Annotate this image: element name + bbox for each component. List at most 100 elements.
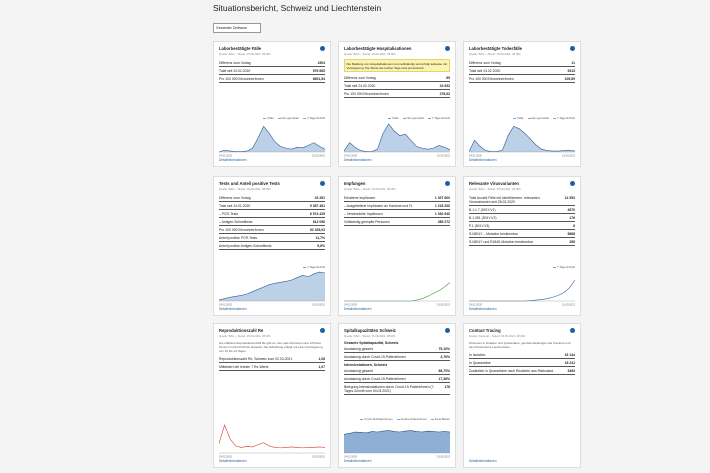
metric-label: Auslastung gesamt <box>344 368 373 373</box>
metric-label: Total seit 24.02.2020 <box>344 83 376 88</box>
card-source: Quelle: BAG – Stand: 15.09.2021, 08.00h <box>344 187 396 191</box>
metric-row: Anteil positive Antigen-Schnelltests 5,8% <box>219 242 325 250</box>
metric-label: Pro 100 000 Einwohner/innen <box>219 76 264 81</box>
metric-row: Pro 100 000 Einwohner/innen 6601,54 <box>219 75 325 83</box>
axis-start: 24.02.2020 <box>469 303 483 307</box>
metric-label: Pro 100 000 Einwohner/innen <box>344 91 389 96</box>
metric-value: 11 <box>571 60 575 65</box>
metric-label: Total Anzahl Fälle mit identifizierten, … <box>469 195 540 204</box>
metric-value: 1 307 600 <box>434 195 450 200</box>
card-title: Contact Tracing <box>469 328 501 333</box>
axis-start: 24.02.2020 <box>219 455 233 459</box>
metric-value: 1 218 200 <box>434 203 450 208</box>
sparkline-line <box>219 125 325 153</box>
metric-value: 176 <box>569 215 575 220</box>
metric-row: Erhaltene Impfdosen 1 307 600 <box>344 194 450 202</box>
axis-end: 15.09.2021 <box>437 154 450 158</box>
metric-value: 9 387 481 <box>309 203 325 208</box>
metric-label: Zusätzlich in Quarantäne nach Rückkehr a… <box>469 368 554 373</box>
metric-row: S:N501Y und E484K-Mutation bestimmbar 285 <box>469 238 575 246</box>
axis-start: 24.02.2020 <box>219 154 233 158</box>
metric-value: 178 <box>444 384 450 389</box>
metric-row: Anteil positive PCR-Tests 11,7% <box>219 234 325 242</box>
metric-row: Pro 100 000 Einwohner/innen 278,63 <box>344 90 450 98</box>
detail-link[interactable]: Detailinformationen <box>469 307 497 311</box>
metric-row: Auslastung gesamt 75,10% <box>344 345 450 353</box>
metric-row: B.1.351 (501Y.V2) 176 <box>469 214 575 222</box>
legend: Fälle Neu gemeldet 7-Tage-Schnitt <box>388 116 450 120</box>
metric-label: – PCR-Tests <box>219 211 239 216</box>
metric-row: S:N501Y – Mutation bestimmbar 9868 <box>469 230 575 238</box>
status-dot <box>320 181 325 186</box>
legend-entry: Neu gemeldet <box>403 116 424 120</box>
sparkline: 24.02.2020 15.09.2021 <box>219 424 325 459</box>
detail-link[interactable]: Detailinformationen <box>344 459 372 463</box>
detail-link[interactable]: Detailinformationen <box>219 459 247 463</box>
sparkline-line <box>469 279 575 302</box>
axis-end: 15.09.2021 <box>437 455 450 459</box>
metric-label: – Ausgelieferte Impfdosen an Kantone und… <box>344 203 413 208</box>
detail-link[interactable]: Detailinformationen <box>219 307 247 311</box>
metric-label: Total seit 24.01.2020 <box>219 203 251 208</box>
axis-start: 24.02.2020 <box>344 303 358 307</box>
metric-row: Auslastung durch Covid-19-Patient/innen 3… <box>344 353 450 361</box>
metric-value: 6 574 425 <box>309 211 325 216</box>
sparkline: 24.02.2020 15.09.2021 <box>219 125 325 158</box>
metric-row: – Antigen-Schnelltests 813 056 <box>219 218 325 226</box>
card: Laborbestätigte Todesfälle Quelle: BAG – … <box>463 41 581 167</box>
metric-value: 14 953 <box>564 195 575 200</box>
metric-label: Pro 100 000 Einwohner/innen <box>219 227 264 232</box>
axis-end: 15.09.2021 <box>312 303 325 307</box>
period-select[interactable]: Gesamter Zeitraum <box>213 23 261 33</box>
metric-label: Pro 100 000 Einwohner/innen <box>469 76 514 81</box>
metric-row: Pro 100 000 Einwohner/innen 92 329,03 <box>219 226 325 234</box>
metric-label: Mittelwert der letzten 7 Re-Werte <box>219 364 269 369</box>
detail-link[interactable]: Detailinformationen <box>469 158 497 162</box>
metric-row: In Quarantäne 18 241 <box>469 359 575 367</box>
detail-link[interactable]: Detailinformationen <box>469 459 497 463</box>
legend-entry: 7-Tage-Schnitt <box>553 265 575 269</box>
card: Tests und Anteil positive Tests Quelle: B… <box>213 176 331 316</box>
metric-row: P.1 (501Y.V3) 6 <box>469 222 575 230</box>
detail-link[interactable]: Detailinformationen <box>219 158 247 162</box>
metric-label: Differenz zum Vortag <box>219 195 251 200</box>
metric-label: P.1 (501Y.V3) <box>469 223 490 228</box>
metric-value: 18 241 <box>564 360 575 365</box>
sparkline: 24.02.2020 15.09.2021 <box>344 282 450 307</box>
legend-entry: Andere Patient/innen <box>397 417 427 421</box>
sparkline-area <box>219 272 325 301</box>
metric-value: 9868 <box>567 231 575 236</box>
metric-value: 17,38% <box>438 376 451 381</box>
metric-row: Differenz zum Vortag 33 281 <box>219 194 325 202</box>
status-dot <box>445 46 450 51</box>
section-heading: Gesamte Spitalkapazität, Schweiz <box>344 341 399 345</box>
detail-link[interactable]: Detailinformationen <box>344 158 372 162</box>
legend-entry: Fälle <box>388 116 398 120</box>
metric-value: 5,8% <box>317 243 325 248</box>
legend-entry: Covid-19-Patient/innen <box>360 417 392 421</box>
metric-row: Auslastung durch Covid-19-Patient/innen 1… <box>344 375 450 383</box>
description: Personen in Isolation und Quarantäne, ge… <box>469 341 571 349</box>
status-dot <box>320 46 325 51</box>
metric-value: 105,89 <box>564 76 575 81</box>
sparkline: 24.02.2020 15.09.2021 <box>469 125 575 158</box>
card-source: Quelle: BAG – Stand: 15.09.2021, 08.00h <box>469 52 521 56</box>
status-dot <box>445 328 450 333</box>
card: Laborbestätigte Fälle Quelle: BAG – Stand… <box>213 41 331 167</box>
metric-label: In Isolation <box>469 352 486 357</box>
description: Die effektive Reproduktionszahl Re gibt … <box>219 341 323 353</box>
status-dot <box>570 46 575 51</box>
metric-row: Vollständig geimpfte Personen 385 272 <box>344 218 450 226</box>
metric-label: S:N501Y – Mutation bestimmbar <box>469 231 518 236</box>
card-title: Laborbestätigte Hospitalisationen <box>344 46 412 51</box>
legend-entry: Neu gemeldet <box>528 116 549 120</box>
metric-row: Differenz zum Vortag 89 <box>344 74 450 82</box>
metric-value: 285 <box>569 239 575 244</box>
metric-row: Auslastung gesamt 68,70% <box>344 367 450 375</box>
detail-link[interactable]: Detailinformationen <box>344 307 372 311</box>
card: Reproduktionszahl Re Quelle: BAG – Stand:… <box>213 323 331 468</box>
axis-end: 15.09.2021 <box>437 303 450 307</box>
card-source: Quelle: Kantone – Stand: 15.09.2021, 08.… <box>469 334 526 338</box>
metric-value: 11,7% <box>315 235 325 240</box>
